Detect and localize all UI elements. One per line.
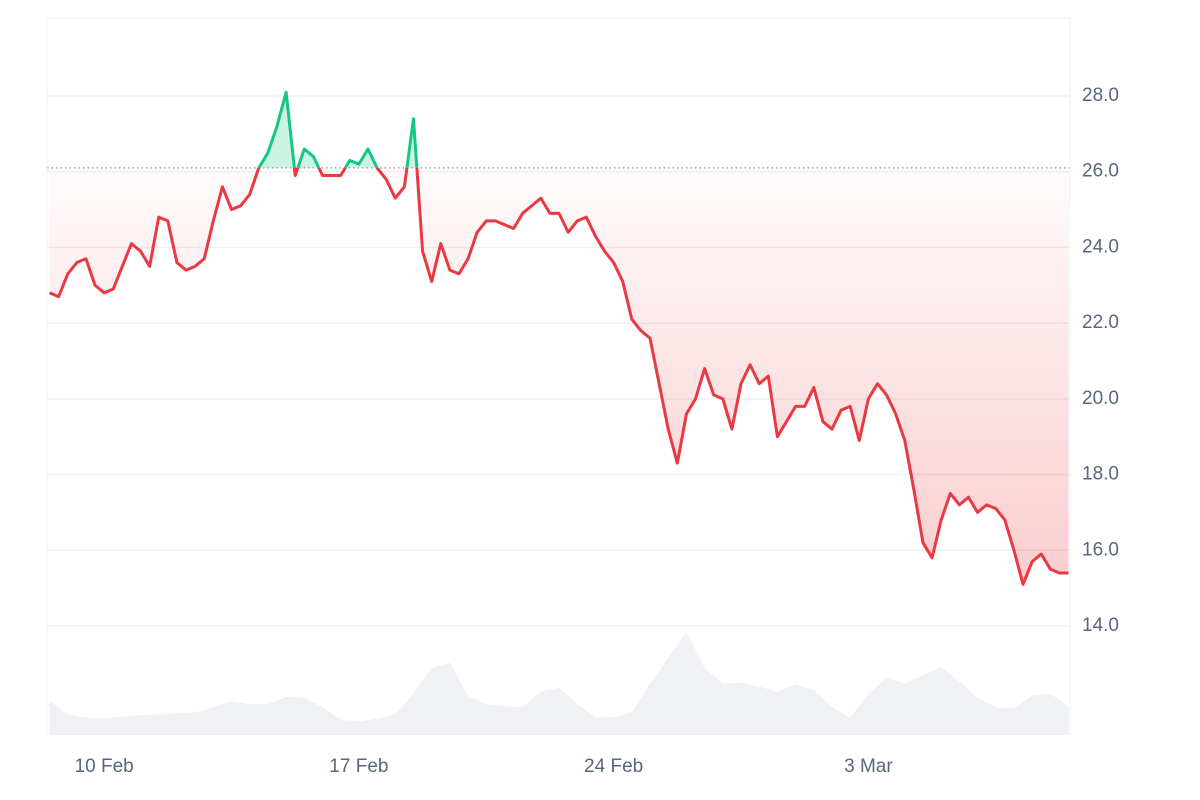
y-tick-label: 26.0	[1082, 161, 1119, 182]
y-tick-label: 20.0	[1082, 388, 1119, 409]
y-tick-label: 22.0	[1082, 312, 1119, 333]
y-tick-label: 16.0	[1082, 539, 1119, 560]
area-down	[49, 167, 1069, 585]
x-tick-label: 10 Feb	[75, 756, 134, 777]
line-down	[48, 167, 1069, 586]
volume-area	[49, 632, 1069, 735]
x-tick-label: 24 Feb	[584, 756, 643, 777]
x-tick-label: 3 Mar	[844, 756, 893, 777]
x-tick-label: 17 Feb	[329, 756, 388, 777]
y-tick-label: 18.0	[1082, 464, 1119, 485]
y-tick-label: 28.0	[1082, 85, 1119, 106]
y-tick-label: 14.0	[1082, 615, 1119, 636]
y-tick-label: 24.0	[1082, 236, 1119, 257]
